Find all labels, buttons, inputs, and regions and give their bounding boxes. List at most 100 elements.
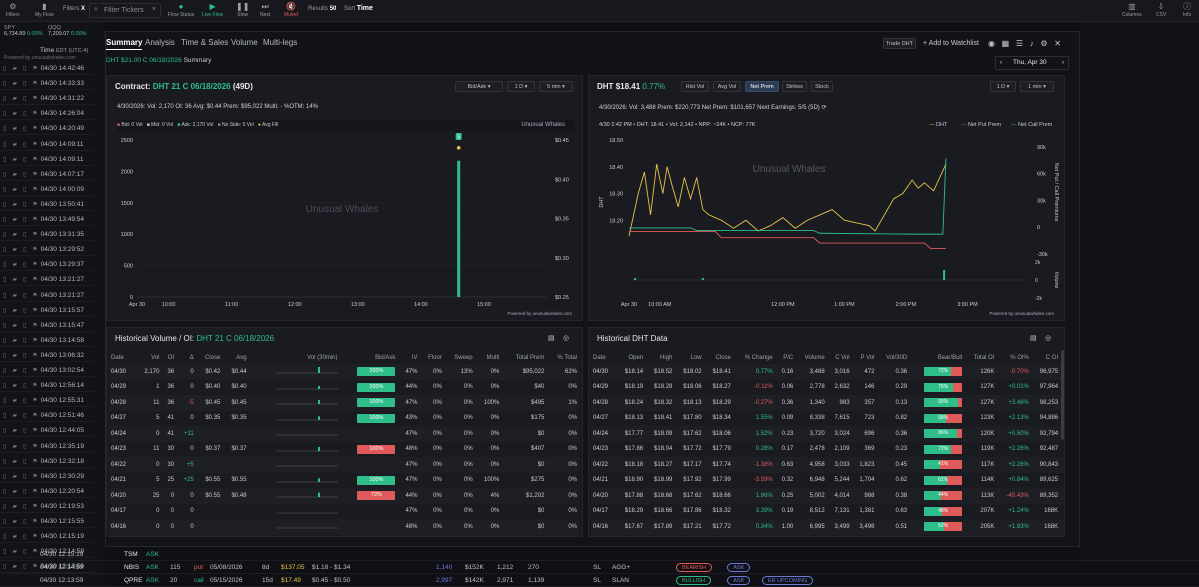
flag-icon[interactable]: ⚑ bbox=[32, 428, 38, 435]
flow-row[interactable]: ▯ ▰ ▯ ⚑ 04/30 12:44:05 bbox=[0, 424, 95, 438]
flag-icon[interactable]: ⚑ bbox=[32, 488, 38, 495]
tab-net-prem[interactable]: Net Prem bbox=[745, 81, 779, 92]
copy-icon[interactable]: ▯ bbox=[22, 277, 27, 284]
flag-icon[interactable]: ⚑ bbox=[32, 549, 38, 556]
copy-icon[interactable]: ▯ bbox=[22, 503, 27, 510]
copy-icon[interactable]: ▯ bbox=[22, 352, 27, 359]
add-watchlist-button[interactable]: + Add to Watchlist bbox=[923, 40, 979, 47]
flow-row[interactable]: ▯ ▰ ▯ ⚑ 04/30 14:33:33 bbox=[0, 77, 95, 91]
copy-icon[interactable]: ▯ bbox=[22, 443, 27, 450]
bookmark-icon[interactable]: ▯ bbox=[3, 307, 7, 314]
filters-button[interactable]: ⚙ Filters bbox=[6, 2, 20, 18]
bookmark-icon[interactable]: ▯ bbox=[3, 352, 7, 359]
settings-icon[interactable]: ◎ bbox=[1045, 335, 1052, 342]
ticker-cell[interactable]: QPRE bbox=[124, 577, 143, 584]
chart-icon[interactable]: ▰ bbox=[12, 81, 17, 88]
flag-icon[interactable]: ⚑ bbox=[32, 564, 38, 571]
copy-icon[interactable]: ▯ bbox=[22, 428, 27, 435]
table-row[interactable]: 04/30 $18.14 $18.52 $18.02 $18.41 0.77% 0.16 3,… bbox=[591, 364, 1064, 380]
flag-icon[interactable]: ⚑ bbox=[32, 368, 38, 374]
chart-icon[interactable]: ▰ bbox=[12, 186, 17, 193]
column-header[interactable]: Avg bbox=[236, 355, 247, 361]
bookmark-icon[interactable]: ▯ bbox=[3, 488, 7, 495]
chart-icon[interactable]: ▰ bbox=[12, 126, 17, 133]
flow-row[interactable]: ▯ ▰ ▯ ⚑ 04/30 13:15:57 bbox=[0, 304, 95, 317]
bookmark-icon[interactable]: ▯ bbox=[3, 292, 7, 299]
ticker-cell[interactable]: NBIS bbox=[124, 564, 140, 571]
bookmark-icon[interactable]: ▯ bbox=[3, 171, 7, 178]
export-icon[interactable]: ▤ bbox=[548, 335, 555, 342]
bookmark-icon[interactable]: ▯ bbox=[3, 564, 7, 571]
bookmark-icon[interactable]: ▯ bbox=[3, 428, 7, 435]
flag-icon[interactable]: ⚑ bbox=[32, 111, 38, 118]
table-row[interactable]: 04/29 1 36 0 $0.40 $0.40 100% 44% 0% 0% 0% $40 0% bbox=[109, 380, 579, 396]
tag-pill[interactable]: ER UPCOMING bbox=[762, 576, 814, 585]
csv-button[interactable]: ⇩ CSV bbox=[1156, 2, 1167, 18]
tag-pill[interactable]: ASK bbox=[727, 576, 751, 585]
ticker-search-input[interactable]: ⌕ Filter Tickers × bbox=[89, 3, 161, 18]
flag-icon[interactable]: ⚑ bbox=[32, 292, 38, 299]
chart-icon[interactable]: ▰ bbox=[12, 307, 17, 314]
column-header[interactable]: IV bbox=[411, 355, 418, 361]
record-icon[interactable]: ◉ bbox=[988, 39, 995, 48]
flow-row[interactable]: ▯ ▰ ▯ ⚑ 04/30 13:21:27 bbox=[0, 273, 95, 287]
tab-strikes[interactable]: Strikes bbox=[782, 81, 807, 92]
chart-icon[interactable]: ▰ bbox=[12, 368, 17, 374]
flow-row[interactable]: ▯ ▰ ▯ ⚑ 04/30 13:02:54 bbox=[0, 364, 95, 377]
chart-icon[interactable]: ▰ bbox=[12, 564, 17, 571]
info-icon[interactable]: ⟳ bbox=[821, 105, 827, 111]
flag-icon[interactable]: ⚑ bbox=[32, 247, 38, 254]
table-row[interactable]: 04/17 $18.29 $18.66 $17.86 $18.32 3.39% 0.19 8,… bbox=[591, 504, 1064, 520]
close-icon[interactable]: ✕ bbox=[1054, 39, 1061, 48]
table-row[interactable]: 04/24 $17.77 $18.09 $17.62 $18.06 1.52% 0.23 3,… bbox=[591, 426, 1064, 442]
bookmark-icon[interactable]: ▯ bbox=[3, 519, 7, 525]
table-row[interactable]: 04/30 2,170 36 0 $0.42 $0.44 100% 47% 0% 13% 0% $95… bbox=[109, 364, 579, 380]
chart-icon[interactable]: ▰ bbox=[12, 111, 17, 118]
range-select[interactable]: 1 D ▾ bbox=[507, 81, 535, 92]
ticker-cell[interactable]: TSM bbox=[124, 551, 138, 558]
chart-icon[interactable]: ▰ bbox=[12, 232, 17, 239]
stock-interval-select[interactable]: 1 min ▾ bbox=[1020, 81, 1054, 92]
bookmark-icon[interactable]: ▯ bbox=[3, 322, 7, 329]
copy-icon[interactable]: ▯ bbox=[22, 307, 27, 314]
copy-icon[interactable]: ▯ bbox=[22, 292, 27, 299]
flag-icon[interactable]: ⚑ bbox=[32, 322, 38, 329]
flag-icon[interactable]: ⚑ bbox=[32, 413, 38, 420]
flow-row[interactable]: ▯ ▰ ▯ ⚑ 04/30 12:20:54 bbox=[0, 485, 95, 498]
tab-volume[interactable]: Volume bbox=[231, 38, 258, 47]
chart-icon[interactable]: ▰ bbox=[12, 66, 17, 72]
column-header[interactable]: C OI bbox=[1045, 355, 1059, 361]
column-header[interactable]: Vol/30D bbox=[886, 355, 908, 361]
copy-icon[interactable]: ▯ bbox=[22, 368, 27, 374]
flag-icon[interactable]: ⚑ bbox=[32, 186, 38, 193]
flow-row[interactable]: ▯ ▰ ▯ ⚑ 04/30 13:06:32 bbox=[0, 349, 95, 362]
bookmark-icon[interactable]: ▯ bbox=[3, 217, 7, 223]
column-header[interactable]: % OI% bbox=[1010, 355, 1029, 361]
table-row[interactable]: 04/20 25 0 0 $0.55 $0.48 72% 44% 0% 0% 4% $1,202 0% bbox=[109, 488, 579, 504]
chart-icon[interactable]: ▰ bbox=[12, 201, 17, 208]
column-header[interactable]: Δ bbox=[189, 355, 194, 361]
column-header[interactable]: Volume bbox=[804, 355, 825, 361]
copy-icon[interactable]: ▯ bbox=[22, 81, 27, 88]
chart-icon[interactable]: ▰ bbox=[12, 488, 17, 495]
copy-icon[interactable]: ▯ bbox=[22, 96, 27, 103]
copy-icon[interactable]: ▯ bbox=[22, 549, 27, 556]
flag-icon[interactable]: ⚑ bbox=[32, 307, 38, 314]
bookmark-icon[interactable]: ▯ bbox=[3, 111, 7, 118]
close-icon[interactable]: × bbox=[151, 6, 156, 13]
column-header[interactable]: P/C bbox=[783, 355, 794, 361]
column-header[interactable]: Date bbox=[593, 355, 606, 361]
bookmark-icon[interactable]: ▯ bbox=[3, 383, 7, 390]
tag-pill[interactable]: ASK bbox=[727, 563, 751, 572]
chart-icon[interactable]: ▰ bbox=[12, 519, 17, 525]
copy-icon[interactable]: ▯ bbox=[22, 262, 27, 269]
flow-row[interactable]: ▯ ▰ ▯ ⚑ 04/30 13:14:58 bbox=[0, 334, 95, 347]
flow-row[interactable]: ▯ ▰ ▯ ⚑ 04/30 12:35:19 bbox=[0, 440, 95, 453]
flag-icon[interactable]: ⚑ bbox=[32, 156, 38, 163]
tab-multi-legs[interactable]: Multi-legs bbox=[263, 38, 298, 47]
contract-volume-chart[interactable]: 0 500 1000 1500 2000 2500 $0.25 $0.30 $0.35 $0.40… bbox=[107, 132, 582, 317]
trade-button[interactable]: Trade DHT bbox=[883, 38, 916, 49]
copy-icon[interactable]: ▯ bbox=[22, 141, 27, 148]
bookmark-icon[interactable]: ▯ bbox=[3, 186, 7, 193]
chevron-right-icon[interactable]: › bbox=[1061, 59, 1064, 66]
